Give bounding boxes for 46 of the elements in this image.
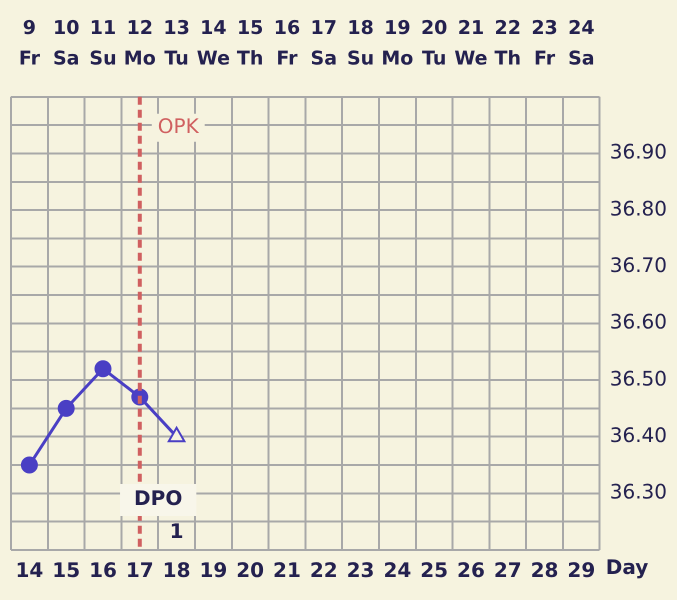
x-tick-label: 18: [162, 558, 191, 582]
y-tick-label: 36.40: [610, 422, 668, 447]
x-tick-label: 26: [457, 558, 485, 582]
x-tick-label: 29: [567, 558, 596, 582]
x-tick-label: 16: [89, 558, 117, 582]
x2-tick-label: 23 Fr: [531, 17, 558, 70]
x2-tick-label: 24 Sa: [568, 17, 595, 70]
x2-tick-label: 16 Fr: [274, 17, 300, 70]
annotation: DPO: [134, 486, 182, 510]
annotation: 1: [170, 519, 184, 544]
x2-tick-label: 19 Mo: [381, 17, 414, 70]
x-tick-label: 24: [383, 558, 412, 582]
x2-tick-label: 18 Su: [346, 17, 374, 70]
x2-tick-label: 22 Th: [494, 17, 522, 70]
y-tick-label: 36.70: [610, 252, 668, 277]
x-tick-label: 27: [494, 558, 522, 582]
x2-tick-label: 10 Sa: [52, 17, 80, 70]
y-tick-label: 36.60: [610, 310, 668, 334]
x2-tick-label: 13 Tu: [163, 17, 190, 70]
x2-tick-label: 21 We: [454, 17, 488, 70]
x-tick-label: 21: [273, 558, 301, 582]
x2-tick-label: 15 Th: [236, 17, 264, 70]
point: [94, 360, 112, 378]
x-tick-label: 22: [310, 558, 338, 582]
x-tick-label: 28: [530, 558, 558, 582]
point: [58, 400, 75, 417]
x2-tick-label: 12 Mo: [124, 17, 156, 70]
x-tick-label: 15: [52, 558, 80, 582]
x-tick-label: 14: [15, 558, 44, 582]
x2-tick-label: 17 Sa: [310, 17, 338, 70]
y-tick-label: 36.50: [610, 366, 668, 390]
x2-tick-label: 14 We: [196, 17, 230, 70]
x-tick-label: 19: [199, 558, 228, 582]
x2-tick-label: 9 Fr: [18, 17, 41, 70]
ref-line-label: OPK: [158, 114, 200, 138]
y-tick-label: 36.90: [610, 140, 668, 164]
y-tick-label: 36.30: [610, 480, 668, 504]
point: [20, 456, 38, 474]
x-axis-title: Day: [606, 555, 648, 580]
y-tick-label: 36.80: [610, 196, 668, 220]
x-tick-label: 25: [420, 558, 448, 582]
x-tick-label: 17: [126, 558, 154, 582]
x2-tick-label: 11 Su: [89, 17, 117, 70]
x-tick-label: 20: [236, 558, 264, 582]
x-tick-label: 23: [346, 558, 374, 582]
x2-tick-label: 20 Tu: [420, 17, 448, 70]
